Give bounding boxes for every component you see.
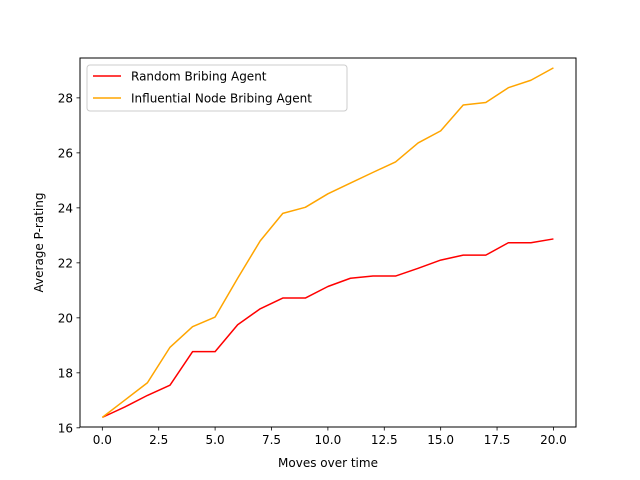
- x-tick-label: 7.5: [262, 433, 281, 447]
- legend-label-influential: Influential Node Bribing Agent: [131, 92, 312, 106]
- y-tick-label: 28: [58, 91, 73, 105]
- y-tick-label: 16: [58, 421, 73, 435]
- y-tick-label: 24: [58, 201, 73, 215]
- x-tick-label: 2.5: [149, 433, 168, 447]
- x-tick-label: 15.0: [427, 433, 454, 447]
- x-tick-label: 17.5: [484, 433, 511, 447]
- x-tick-label: 5.0: [206, 433, 225, 447]
- y-axis: 16 18 20 22 24 26 28: [58, 91, 80, 435]
- series-line-0: [102, 238, 554, 419]
- y-tick-label: 26: [58, 146, 73, 160]
- x-tick-label: 10.0: [315, 433, 342, 447]
- y-tick-label: 22: [58, 256, 73, 270]
- legend-label-random: Random Bribing Agent: [131, 70, 267, 84]
- x-tick-label: 20.0: [540, 433, 567, 447]
- series-line-1: [101, 67, 554, 418]
- x-tick-label: 0.0: [93, 433, 112, 447]
- y-tick-label: 18: [58, 366, 73, 380]
- x-tick-label: 12.5: [371, 433, 398, 447]
- x-axis: 0.0 2.5 5.0 7.5 10.0 12.5 15.0 17.5 20.0: [93, 427, 567, 447]
- legend-box: [86, 64, 348, 112]
- legend: Random Bribing Agent Influential Node Br…: [86, 64, 348, 112]
- series-layer: [101, 67, 554, 419]
- y-tick-label: 20: [58, 311, 73, 325]
- x-axis-label: Moves over time: [278, 456, 378, 470]
- y-axis-label: Average P-rating: [32, 193, 46, 293]
